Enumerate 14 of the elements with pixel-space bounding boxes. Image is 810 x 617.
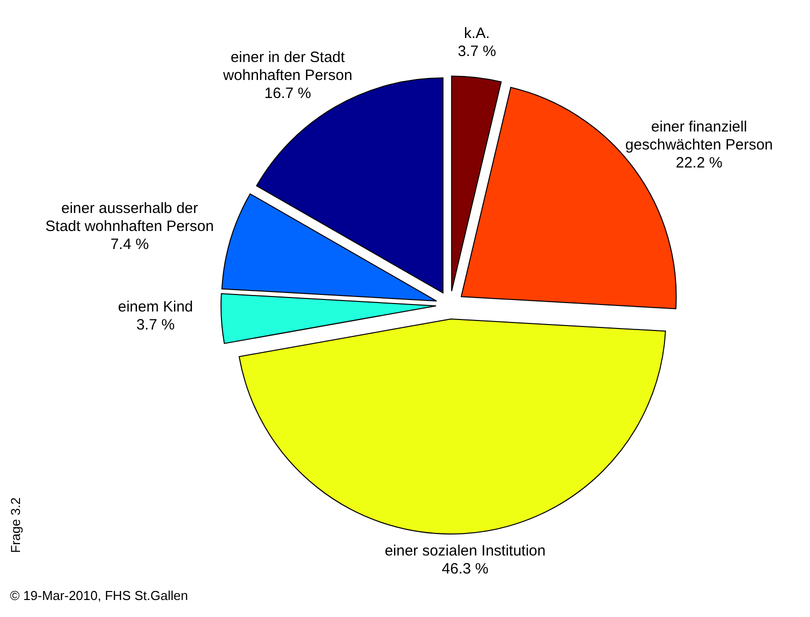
data-label: 16.7 % [264,84,312,102]
slice-label: einem Kind [118,298,194,316]
data-label: 22.2 % [676,154,722,172]
slice-label: einer ausserhalb der Stadt wohnhaften Person [45,199,214,234]
slice-label: einer in der Stadt wohnhaften Person [222,48,352,84]
data-label: 3.7 % [458,42,496,60]
data-label: 3.7 % [136,316,175,334]
data-label: 7.4 % [110,235,149,252]
slice-label: einer sozialen Institution [384,542,546,560]
text: Frage 3.2 [8,497,23,553]
slice-label: einer finanziell geschwächten Person [625,118,773,154]
data-label: 46.3 % [442,560,489,578]
text: © 19-Mar-2010, FHS St.Gallen [10,588,188,603]
slice-label: k.A. [464,24,490,42]
